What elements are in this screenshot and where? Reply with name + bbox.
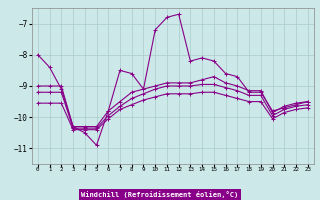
Text: Windchill (Refroidissement éolien,°C): Windchill (Refroidissement éolien,°C) xyxy=(81,191,239,198)
